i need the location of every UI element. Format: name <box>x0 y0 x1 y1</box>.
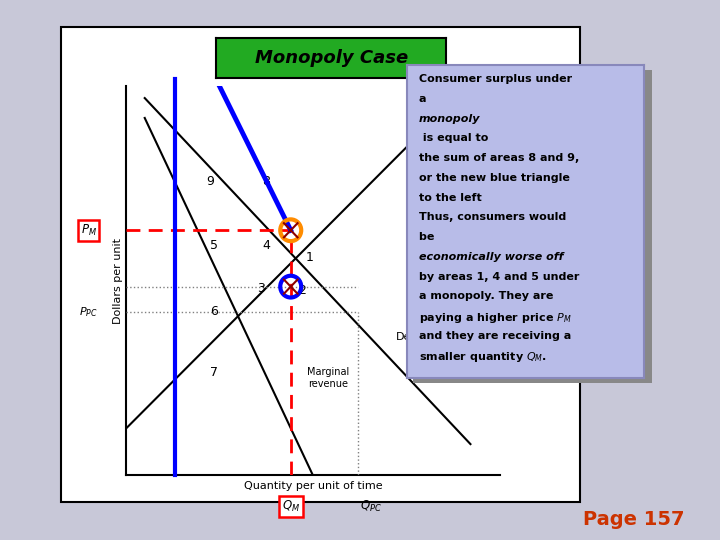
Text: Demand: Demand <box>395 332 443 342</box>
X-axis label: Quantity per unit of time: Quantity per unit of time <box>244 481 382 491</box>
Text: 5: 5 <box>210 239 218 252</box>
Text: and they are receiving a: and they are receiving a <box>418 330 571 341</box>
Text: Page 157: Page 157 <box>583 510 684 529</box>
Text: a monopoly. They are: a monopoly. They are <box>418 291 553 301</box>
Text: smaller quantity $Q_M$.: smaller quantity $Q_M$. <box>418 350 546 365</box>
Text: 9: 9 <box>207 175 214 188</box>
Y-axis label: Dollars per unit: Dollars per unit <box>113 238 123 324</box>
Text: Marginal
revenue: Marginal revenue <box>307 367 349 389</box>
Text: 8: 8 <box>262 175 271 188</box>
Text: $P_M$: $P_M$ <box>81 222 96 238</box>
Text: Thus, consumers would: Thus, consumers would <box>418 212 566 222</box>
Text: or the new blue triangle: or the new blue triangle <box>418 173 570 183</box>
Text: the sum of areas 8 and 9,: the sum of areas 8 and 9, <box>418 153 579 163</box>
Text: $P_{PC}$: $P_{PC}$ <box>79 305 98 319</box>
Text: 4: 4 <box>263 239 270 252</box>
Text: $Q_M$: $Q_M$ <box>282 499 300 514</box>
Text: 3: 3 <box>257 282 265 295</box>
Text: 7: 7 <box>210 366 218 379</box>
Text: be: be <box>418 232 438 242</box>
Text: a: a <box>418 94 430 104</box>
Text: economically worse off: economically worse off <box>418 252 563 262</box>
Text: Consumer surplus under: Consumer surplus under <box>418 74 572 84</box>
Text: paying a higher price $P_M$: paying a higher price $P_M$ <box>418 311 572 325</box>
Text: by areas 1, 4 and 5 under: by areas 1, 4 and 5 under <box>418 272 579 281</box>
Text: monopoly: monopoly <box>418 113 480 124</box>
Text: $Q_{PC}$: $Q_{PC}$ <box>360 499 382 514</box>
Text: Monopoly Case: Monopoly Case <box>255 49 408 67</box>
Text: 6: 6 <box>210 306 218 319</box>
Text: is equal to: is equal to <box>418 133 488 144</box>
Text: 1: 1 <box>305 251 313 264</box>
Text: to the left: to the left <box>418 193 482 202</box>
Text: 2: 2 <box>298 284 306 297</box>
